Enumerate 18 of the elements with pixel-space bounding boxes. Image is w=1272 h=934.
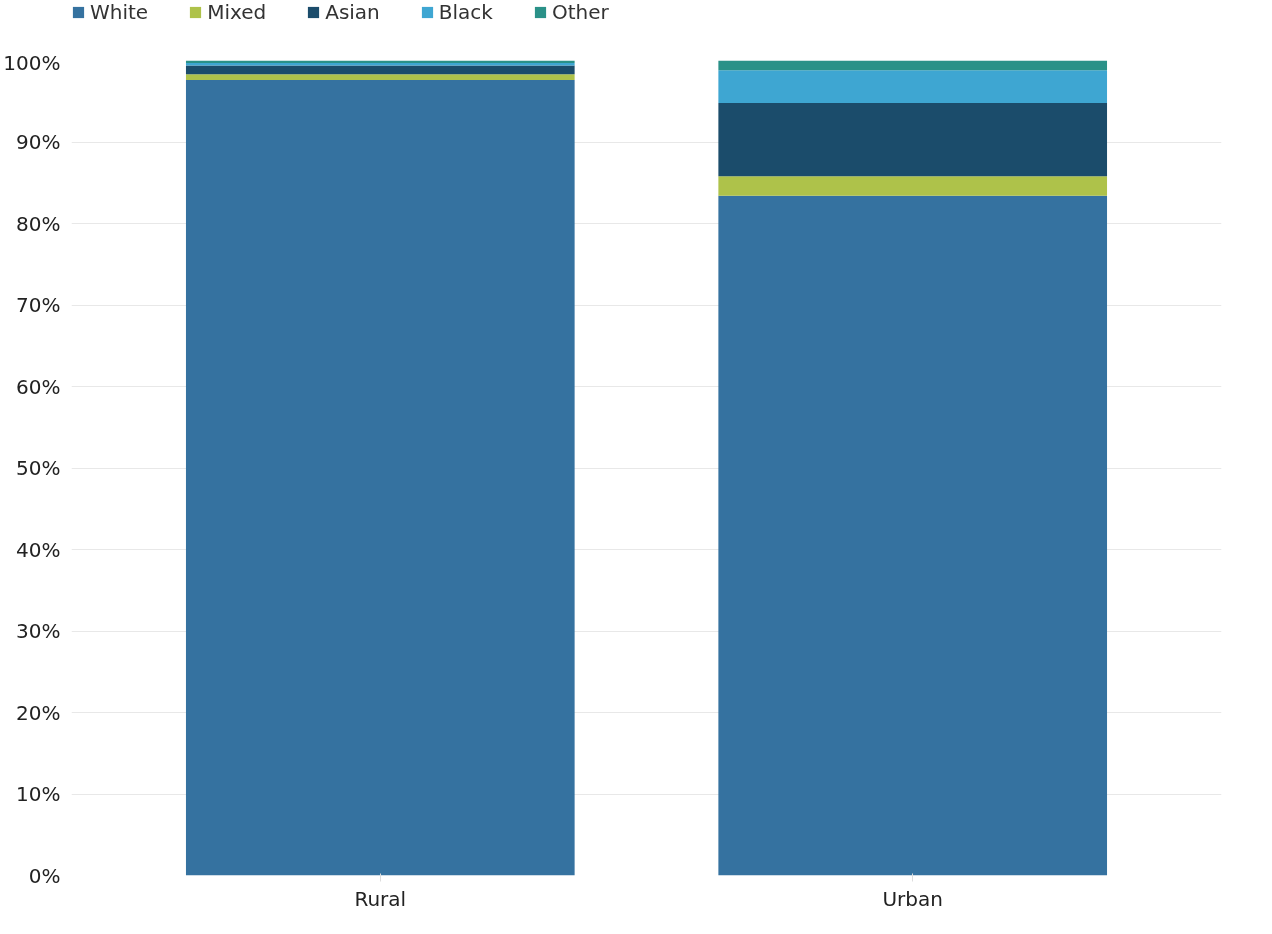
y-tick-label: 100%	[3, 50, 61, 75]
y-tick-label: 60%	[16, 374, 61, 399]
y-tick-label: 30%	[16, 619, 61, 643]
x-tick-label: Urban	[882, 886, 943, 911]
legend-label: Mixed	[207, 0, 267, 24]
legend-label: Black	[438, 0, 493, 24]
y-tick-label: 50%	[16, 456, 61, 480]
y-tick-label: 90%	[16, 130, 61, 154]
legend-label: Other	[551, 0, 609, 24]
legend-label: Asian	[325, 0, 380, 24]
y-tick-label: 40%	[16, 537, 61, 562]
y-tick-label: 70%	[16, 293, 61, 317]
y-tick-label: 20%	[16, 700, 61, 725]
y-tick-label: 0%	[28, 863, 61, 888]
legend-label: White	[90, 0, 149, 24]
x-tick-label: Rural	[354, 886, 407, 911]
y-tick-label: 80%	[16, 211, 61, 236]
y-tick-label: 10%	[16, 782, 61, 806]
